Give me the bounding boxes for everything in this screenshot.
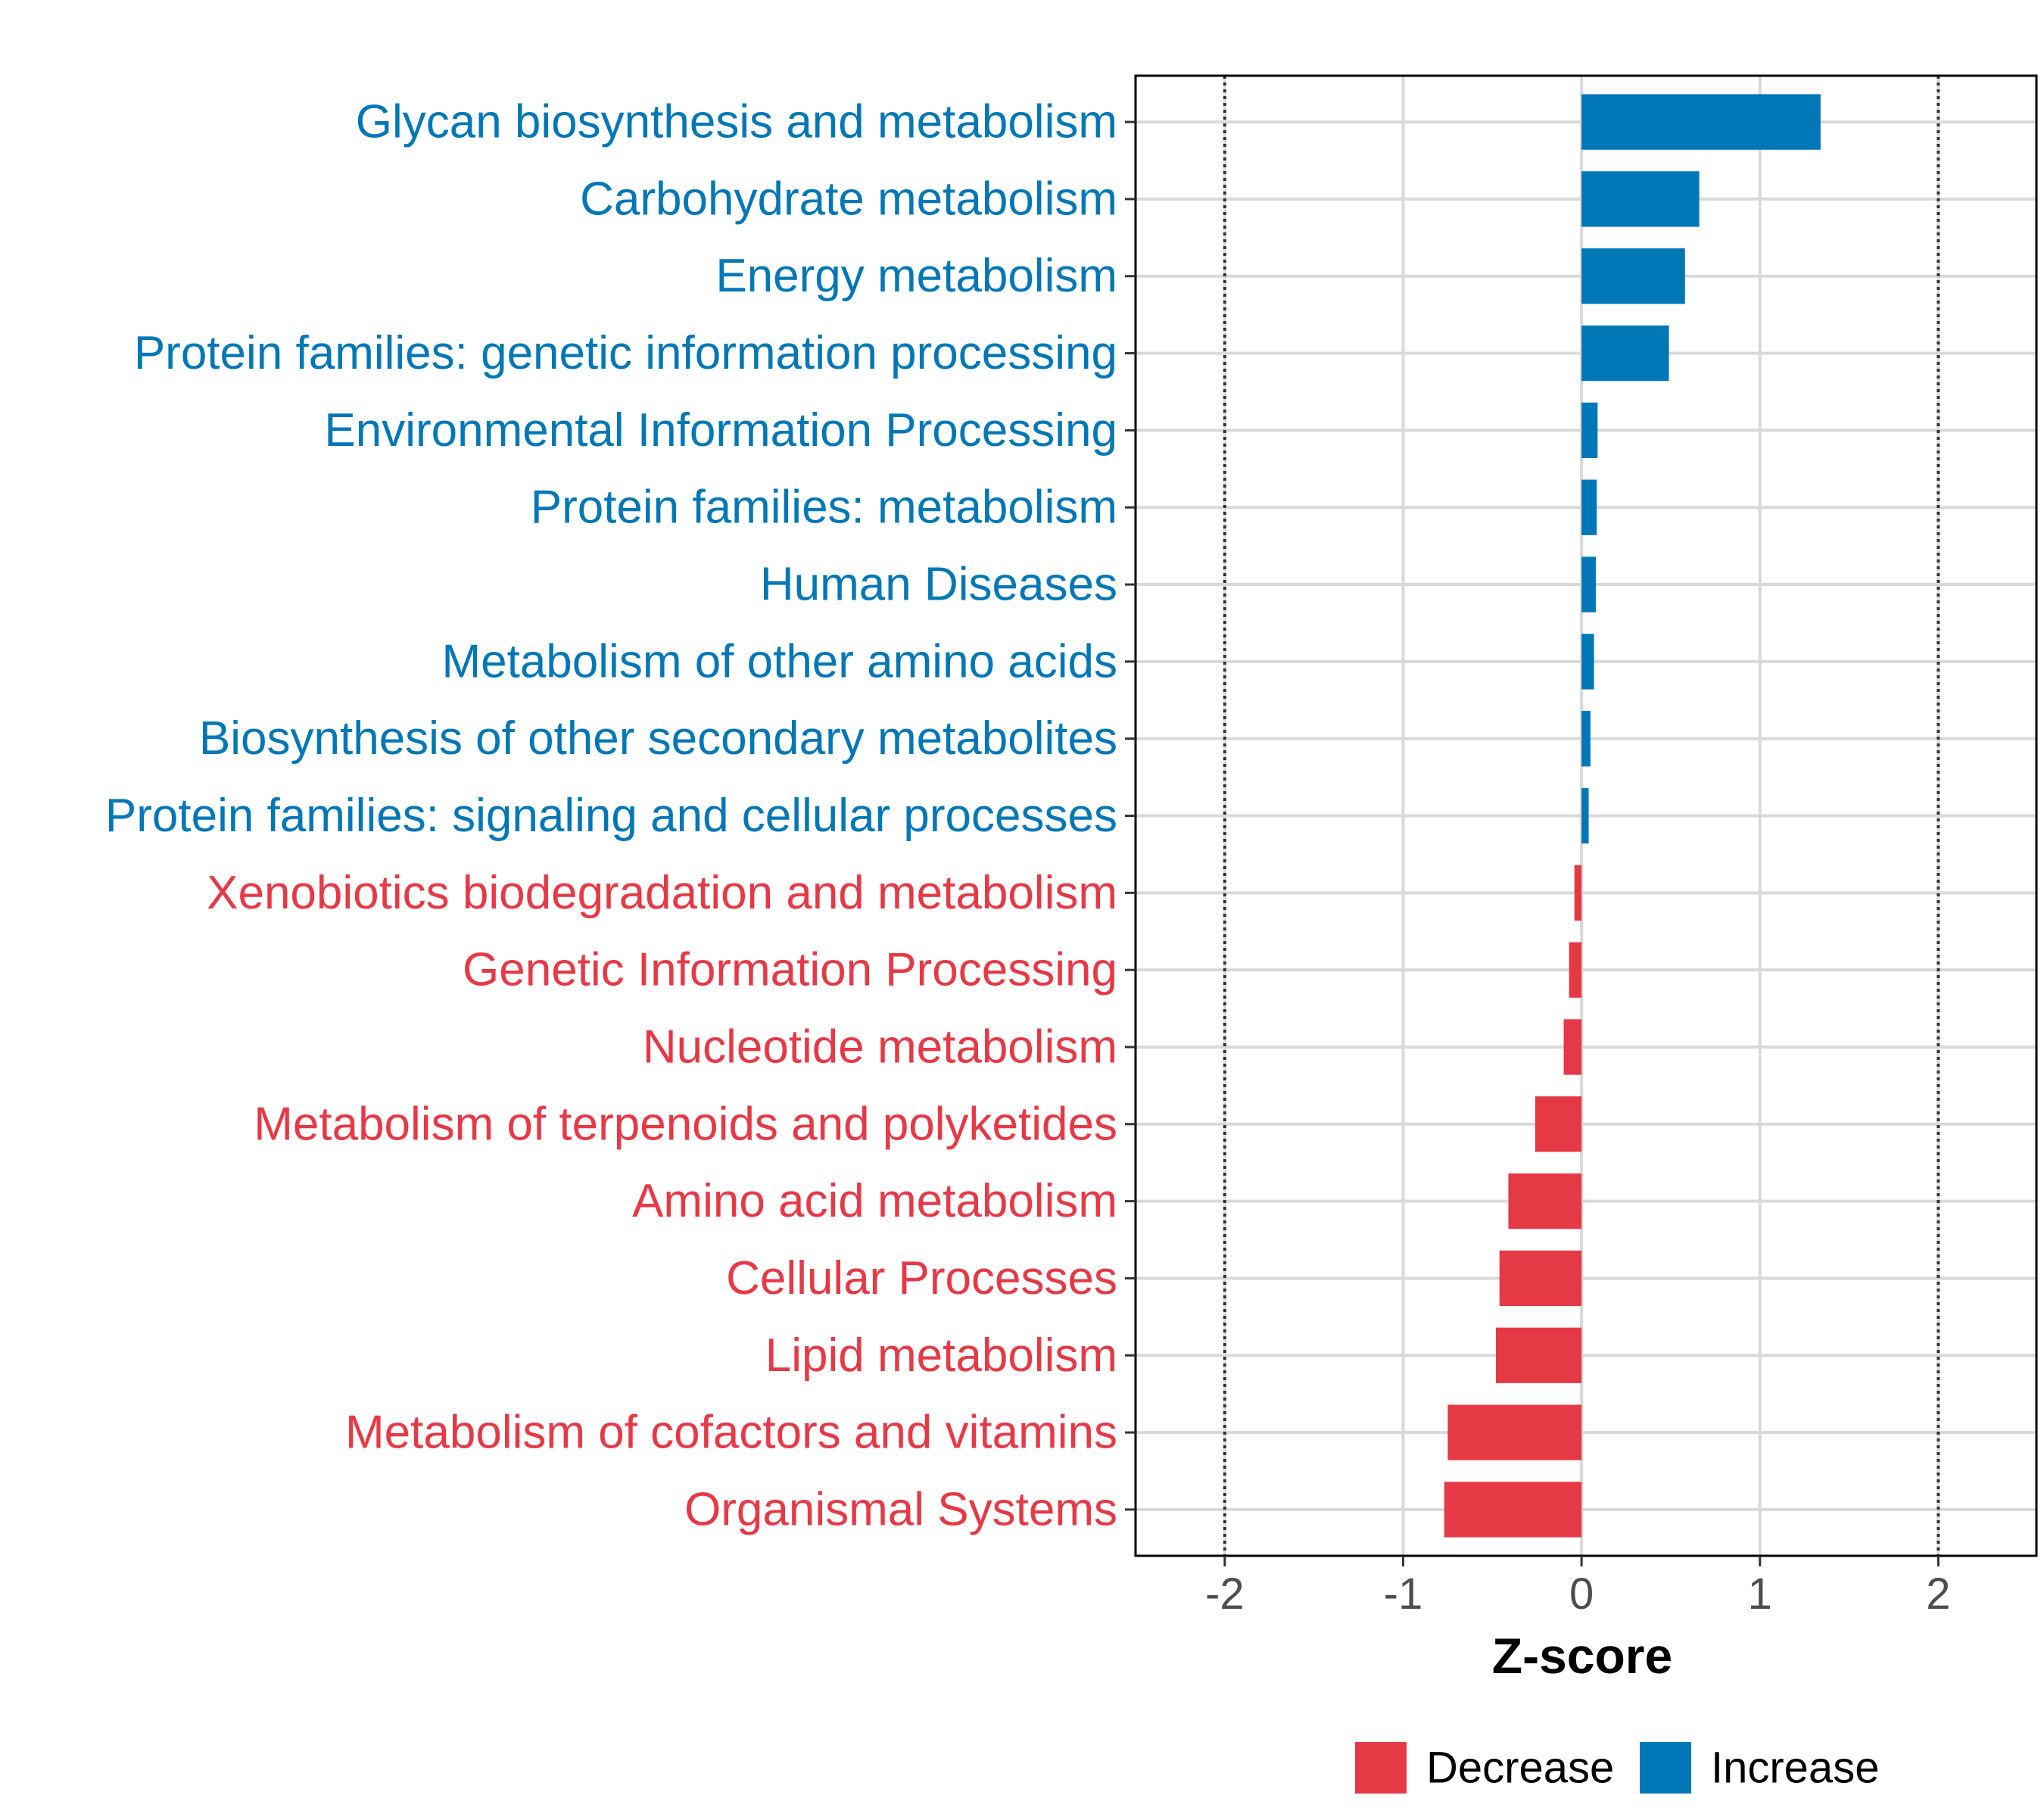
category-label: Metabolism of other amino acids: [441, 635, 1117, 687]
bar: [1581, 634, 1594, 690]
category-label: Human Diseases: [760, 559, 1117, 611]
category-label: Cellular Processes: [726, 1252, 1117, 1304]
category-label: Environmental Information Processing: [324, 404, 1117, 457]
category-label: Metabolism of terpenoids and polyketides: [254, 1098, 1117, 1150]
x-tick-label: 0: [1569, 1569, 1594, 1619]
x-axis-ticks: -2 -1 0 1 2: [1205, 1556, 1951, 1619]
bar: [1581, 325, 1669, 382]
category-label: Carbohydrate metabolism: [580, 173, 1117, 225]
bar: [1581, 94, 1821, 150]
category-label: Xenobiotics biodegradation and metabolis…: [207, 867, 1117, 919]
legend-label: Increase: [1711, 1744, 1879, 1793]
bar: [1581, 171, 1700, 227]
y-axis-ticks: [1125, 120, 1136, 1511]
bar: [1581, 711, 1591, 767]
legend-label: Decrease: [1426, 1744, 1614, 1793]
x-axis-title: Z-score: [1492, 1628, 1672, 1684]
category-label: Protein families: metabolism: [531, 482, 1117, 534]
bar: [1581, 402, 1598, 459]
legend-key: [1640, 1742, 1691, 1794]
legend-key: [1355, 1742, 1407, 1794]
category-label: Genetic Information Processing: [463, 944, 1117, 996]
bar: [1508, 1173, 1582, 1230]
category-label: Energy metabolism: [715, 250, 1117, 302]
bar: [1581, 479, 1597, 535]
bar: [1574, 865, 1582, 921]
x-tick-label: 2: [1926, 1569, 1950, 1619]
bar: [1447, 1404, 1582, 1460]
bar: [1444, 1482, 1582, 1538]
bar: [1535, 1096, 1582, 1152]
category-label: Lipid metabolism: [765, 1329, 1117, 1382]
bar: [1569, 942, 1582, 998]
reference-lines: [1223, 76, 1940, 1556]
category-label: Metabolism of cofactors and vitamins: [345, 1407, 1117, 1459]
bar: [1581, 787, 1589, 844]
x-tick-label: -1: [1384, 1569, 1423, 1619]
category-label: Glycan biosynthesis and metabolism: [356, 96, 1117, 148]
category-label: Biosynthesis of other secondary metaboli…: [199, 712, 1117, 765]
bar: [1581, 248, 1685, 304]
x-tick-label: 1: [1748, 1569, 1772, 1619]
bar: [1496, 1327, 1582, 1383]
bar: [1563, 1019, 1582, 1075]
x-tick-label: -2: [1205, 1569, 1245, 1619]
legend: Decrease Increase: [1355, 1742, 1879, 1794]
bars: [1444, 94, 1821, 1538]
category-label: Amino acid metabolism: [632, 1175, 1117, 1227]
category-label: Protein families: signaling and cellular…: [105, 790, 1117, 842]
category-label: Protein families: genetic information pr…: [134, 327, 1117, 379]
category-label: Organismal Systems: [684, 1483, 1117, 1535]
category-labels: Glycan biosynthesis and metabolism Carboh…: [105, 96, 1117, 1536]
category-label: Nucleotide metabolism: [643, 1021, 1117, 1073]
bar: [1581, 556, 1596, 612]
bar: [1499, 1250, 1582, 1307]
